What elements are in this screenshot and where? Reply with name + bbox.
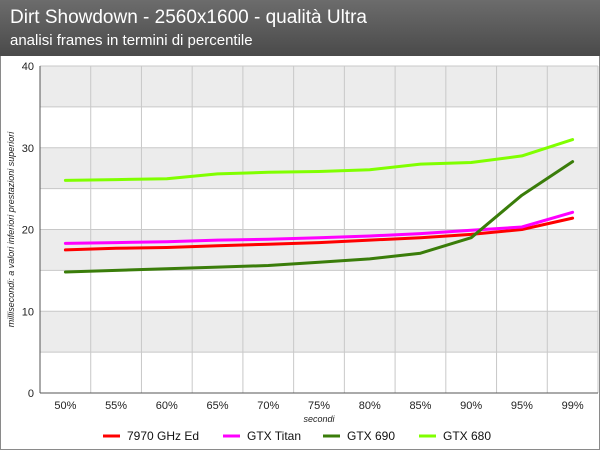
x-tick-label: 85% (409, 400, 431, 412)
chart-header: Dirt Showdown - 2560x1600 - qualità Ultr… (0, 0, 600, 56)
x-tick-label: 99% (562, 400, 584, 412)
x-tick-label: 95% (511, 400, 533, 412)
x-axis-label: secondi (303, 414, 335, 424)
plot-band (40, 106, 598, 148)
legend-label: GTX Titan (247, 429, 301, 443)
y-tick-label: 10 (22, 306, 34, 318)
plot-band (40, 270, 598, 312)
plot-band (40, 311, 598, 353)
plot-band (40, 188, 598, 230)
x-tick-label: 70% (257, 400, 279, 412)
x-tick-label: 80% (359, 400, 381, 412)
legend-label: GTX 690 (347, 429, 395, 443)
legend-label: 7970 GHz Ed (127, 429, 199, 443)
x-tick-label: 50% (54, 400, 76, 412)
x-axis-ticks: 50% 55% 60% 65% 70% 75% 80% 85% 90% 95% 99% (54, 400, 584, 412)
y-tick-label: 20 (22, 225, 34, 237)
plot-band (40, 66, 598, 107)
plot-band (40, 147, 598, 189)
y-tick-label: 40 (22, 61, 34, 73)
y-axis-label: millisecondi: a valori inferiori prestaz… (6, 131, 16, 328)
y-tick-label: 30 (22, 143, 34, 155)
series-line (63, 160, 575, 274)
x-tick-label: 90% (460, 400, 482, 412)
x-tick-label: 55% (105, 400, 127, 412)
legend: 7970 GHz Ed GTX Titan GTX 690 GTX 680 (103, 429, 491, 443)
y-axis-ticks: 0 10 20 30 40 (22, 61, 34, 400)
plot-band (40, 229, 598, 271)
plot-band (40, 352, 598, 393)
x-tick-label: 60% (156, 400, 178, 412)
plot-bands (40, 66, 598, 393)
chart-subtitle: analisi frames in termini di percentile (10, 32, 253, 49)
series-lines (63, 138, 575, 274)
series-line (63, 210, 575, 245)
series-line (63, 216, 575, 252)
x-tick-label: 65% (207, 400, 229, 412)
legend-label: GTX 680 (443, 429, 491, 443)
y-tick-label: 0 (28, 388, 34, 400)
x-tick-label: 75% (308, 400, 330, 412)
series-line (63, 138, 575, 182)
chart-title: Dirt Showdown - 2560x1600 - qualità Ultr… (10, 7, 367, 28)
